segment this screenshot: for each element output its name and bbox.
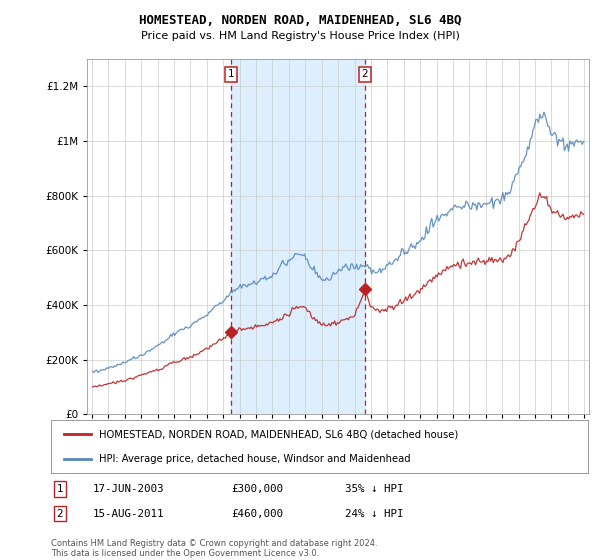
Text: 1: 1 (56, 484, 64, 494)
Text: 24% ↓ HPI: 24% ↓ HPI (345, 508, 404, 519)
Text: 2: 2 (56, 508, 64, 519)
Text: HOMESTEAD, NORDEN ROAD, MAIDENHEAD, SL6 4BQ (detached house): HOMESTEAD, NORDEN ROAD, MAIDENHEAD, SL6 … (100, 430, 458, 440)
Text: 15-AUG-2011: 15-AUG-2011 (93, 508, 164, 519)
Text: HPI: Average price, detached house, Windsor and Maidenhead: HPI: Average price, detached house, Wind… (100, 454, 411, 464)
Text: Contains HM Land Registry data © Crown copyright and database right 2024.
This d: Contains HM Land Registry data © Crown c… (51, 539, 377, 558)
Text: 17-JUN-2003: 17-JUN-2003 (93, 484, 164, 494)
Text: HOMESTEAD, NORDEN ROAD, MAIDENHEAD, SL6 4BQ: HOMESTEAD, NORDEN ROAD, MAIDENHEAD, SL6 … (139, 14, 461, 27)
Bar (231, 59, 365, 414)
Text: £300,000: £300,000 (231, 484, 283, 494)
Text: £460,000: £460,000 (231, 508, 283, 519)
Text: 35% ↓ HPI: 35% ↓ HPI (345, 484, 404, 494)
Text: Price paid vs. HM Land Registry's House Price Index (HPI): Price paid vs. HM Land Registry's House … (140, 31, 460, 41)
Text: 2: 2 (361, 69, 368, 80)
Text: 1: 1 (227, 69, 234, 80)
